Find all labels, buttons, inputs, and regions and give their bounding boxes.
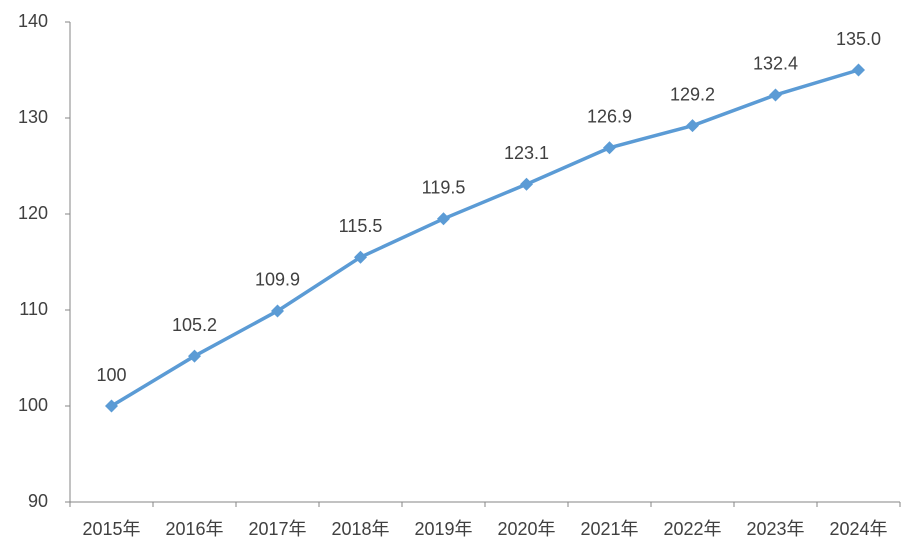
data-label: 135.0 bbox=[836, 29, 881, 49]
marker bbox=[852, 63, 865, 77]
y-tick-label: 100 bbox=[18, 395, 48, 415]
data-label: 119.5 bbox=[422, 178, 466, 198]
y-tick-label: 110 bbox=[19, 299, 48, 319]
x-tick-label: 2016年 bbox=[165, 519, 223, 539]
data-label: 100 bbox=[96, 365, 126, 385]
y-tick-label: 120 bbox=[18, 203, 48, 223]
line bbox=[110, 68, 860, 408]
data-label: 115.5 bbox=[339, 216, 383, 236]
data-label: 105.2 bbox=[172, 315, 217, 335]
marker bbox=[105, 399, 118, 413]
marker bbox=[271, 304, 284, 318]
x-tick-label: 2019年 bbox=[414, 519, 472, 539]
data-label: 126.9 bbox=[587, 107, 632, 127]
y-tick-label: 130 bbox=[18, 107, 48, 127]
data-label: 129.2 bbox=[670, 84, 715, 104]
x-tick-label: 2021年 bbox=[580, 519, 638, 539]
x-tick-label: 2020年 bbox=[497, 519, 555, 539]
x-tick-label: 2017年 bbox=[248, 519, 306, 539]
x-tick-label: 2023年 bbox=[746, 519, 804, 539]
marker bbox=[354, 250, 367, 264]
data-label: 132.4 bbox=[753, 54, 798, 74]
x-tick-label: 2024年 bbox=[829, 519, 887, 539]
x-tick-label: 2022年 bbox=[663, 519, 721, 539]
data-label: 109.9 bbox=[255, 270, 300, 290]
marker bbox=[188, 349, 201, 363]
marker bbox=[686, 119, 699, 133]
marker bbox=[603, 141, 616, 155]
x-tick-label: 2018年 bbox=[331, 519, 389, 539]
y-tick-label: 140 bbox=[18, 11, 48, 31]
marker bbox=[437, 212, 450, 226]
marker bbox=[769, 88, 782, 102]
data-label: 123.1 bbox=[504, 143, 549, 163]
marker bbox=[520, 177, 533, 191]
y-tick-label: 90 bbox=[28, 491, 48, 511]
x-tick-label: 2015年 bbox=[82, 519, 140, 539]
